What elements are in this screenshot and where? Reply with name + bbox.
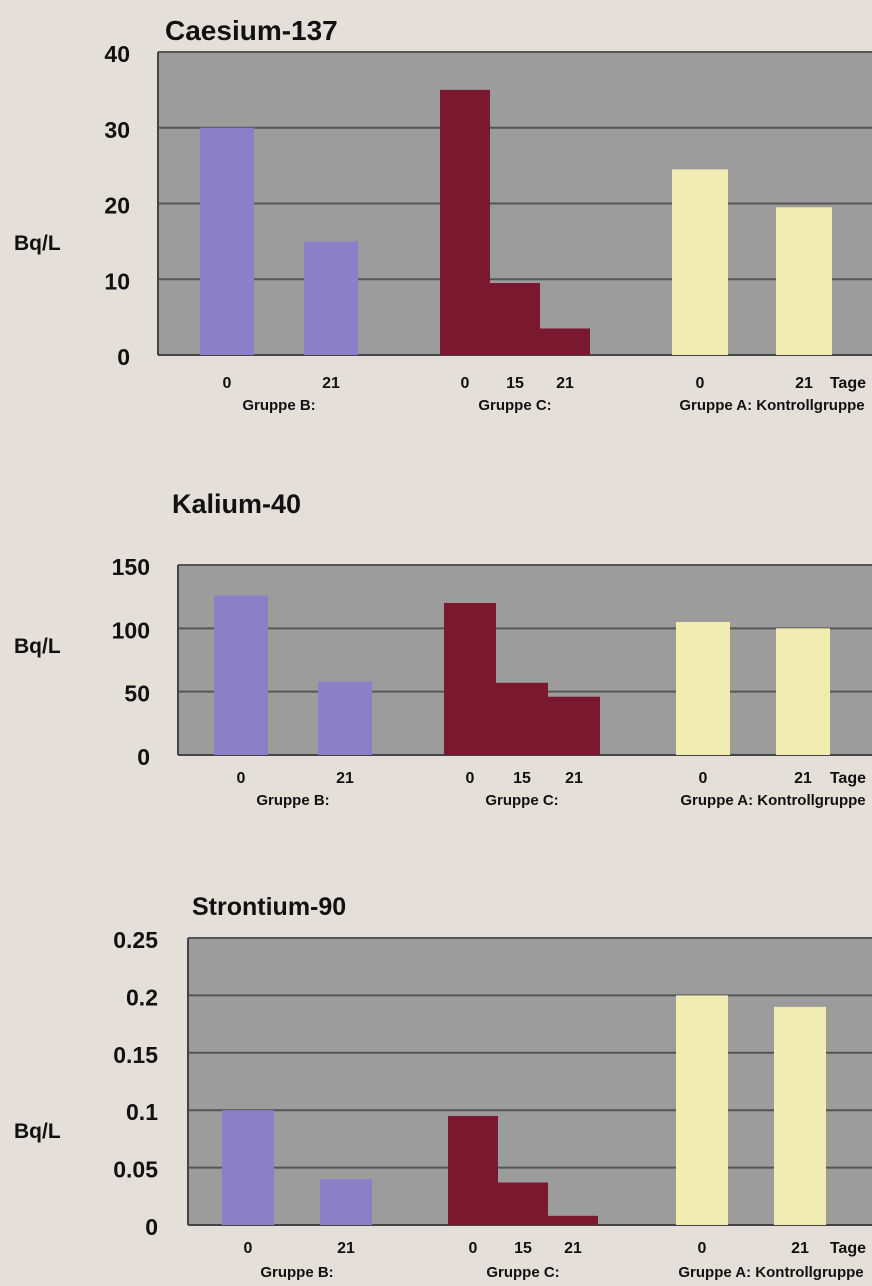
x-tick-label: 0: [696, 375, 705, 392]
y-tick-label: 50: [124, 681, 150, 707]
bar: [318, 681, 372, 755]
bar: [498, 1182, 548, 1225]
y-tick-label: 20: [104, 193, 130, 219]
bar: [490, 283, 540, 355]
group-label: Gruppe B:: [256, 792, 329, 809]
bar: [776, 207, 832, 355]
group-label: Gruppe A: Kontrollgruppe: [680, 792, 865, 809]
bar: [548, 696, 600, 755]
x-unit-label: Tage: [830, 375, 866, 392]
group-label: Gruppe B:: [260, 1264, 333, 1281]
y-axis-label: Bq/L: [14, 232, 61, 255]
x-tick-label: 0: [699, 770, 708, 787]
chart-kalium-40: 0 50 100 150 Kalium-40 Bq/L 0 21 Gruppe B: 0 15 21 G…: [0, 425, 872, 825]
group-label: Gruppe A: Kontrollgruppe: [679, 397, 864, 414]
x-tick-label: 21: [556, 375, 574, 392]
bar: [200, 127, 254, 355]
bar: [672, 169, 728, 355]
y-axis-label: Bq/L: [14, 1120, 61, 1143]
x-tick-label: 21: [794, 770, 812, 787]
x-tick-label: 0: [461, 375, 470, 392]
x-tick-label: 21: [791, 1240, 809, 1257]
y-tick-label: 0.05: [113, 1157, 158, 1183]
x-tick-label: 15: [513, 770, 531, 787]
y-tick-label: 100: [112, 617, 150, 643]
chart-svg: 0 10 20 30 40 Caesium-137 Bq/L 0 21 Gruppe B: 0 15 2…: [14, 15, 872, 414]
y-tick-label: 0.2: [126, 984, 158, 1010]
x-unit-label: Tage: [830, 770, 866, 787]
bar: [496, 682, 548, 755]
x-tick-label: 0: [466, 770, 475, 787]
x-tick-label: 21: [795, 375, 813, 392]
bar: [440, 89, 490, 355]
x-tick-label: 21: [564, 1240, 582, 1257]
group-label: Gruppe C:: [486, 1264, 559, 1281]
bar: [776, 628, 830, 755]
bar: [774, 1006, 826, 1225]
bar: [540, 328, 590, 355]
plot-area: [188, 938, 872, 1225]
x-tick-label: 0: [244, 1240, 253, 1257]
bar: [444, 603, 496, 755]
group-label: Gruppe B:: [242, 397, 315, 414]
chart-svg: 0 50 100 150 Kalium-40 Bq/L 0 21 Gruppe B: 0 15 21 G…: [14, 489, 872, 809]
y-tick-label: 0.25: [113, 927, 158, 953]
y-tick-label: 150: [112, 554, 150, 580]
x-tick-label: 0: [223, 375, 232, 392]
group-label: Gruppe A: Kontrollgruppe: [678, 1264, 863, 1281]
chart-caesium-137: 0 10 20 30 40 Caesium-137 Bq/L 0 21 Gruppe B: 0 15 2…: [0, 0, 872, 425]
y-tick-label: 0: [137, 744, 150, 770]
bar: [676, 622, 730, 755]
bar: [222, 1110, 274, 1225]
x-tick-label: 0: [698, 1240, 707, 1257]
y-tick-label: 30: [104, 117, 130, 143]
x-tick-label: 0: [469, 1240, 478, 1257]
chart-title: Strontium-90: [192, 893, 346, 921]
bar: [214, 595, 268, 755]
y-axis-label: Bq/L: [14, 635, 61, 658]
chart-title: Caesium-137: [165, 15, 338, 46]
x-unit-label: Tage: [830, 1240, 866, 1257]
bar: [304, 241, 358, 355]
x-tick-label: 21: [565, 770, 583, 787]
bar: [448, 1115, 498, 1225]
chart-title: Kalium-40: [172, 489, 301, 519]
x-tick-label: 21: [337, 1240, 355, 1257]
x-tick-label: 15: [506, 375, 524, 392]
y-tick-label: 0: [117, 344, 130, 370]
x-tick-label: 21: [322, 375, 340, 392]
y-tick-label: 0: [145, 1214, 158, 1240]
y-tick-label: 10: [104, 268, 130, 294]
group-label: Gruppe C:: [485, 792, 558, 809]
x-tick-label: 21: [336, 770, 354, 787]
y-tick-label: 0.1: [126, 1099, 158, 1125]
x-tick-label: 0: [237, 770, 246, 787]
bar: [548, 1215, 598, 1225]
y-tick-label: 0.15: [113, 1042, 158, 1068]
bar: [676, 995, 728, 1225]
x-tick-label: 15: [514, 1240, 532, 1257]
chart-strontium-90: 0 0.05 0.1 0.15 0.2 0.25 Strontium-90 Bq/L 0 21 Gr…: [0, 825, 872, 1286]
bar: [320, 1179, 372, 1225]
y-tick-label: 40: [104, 41, 130, 67]
group-label: Gruppe C:: [478, 397, 551, 414]
